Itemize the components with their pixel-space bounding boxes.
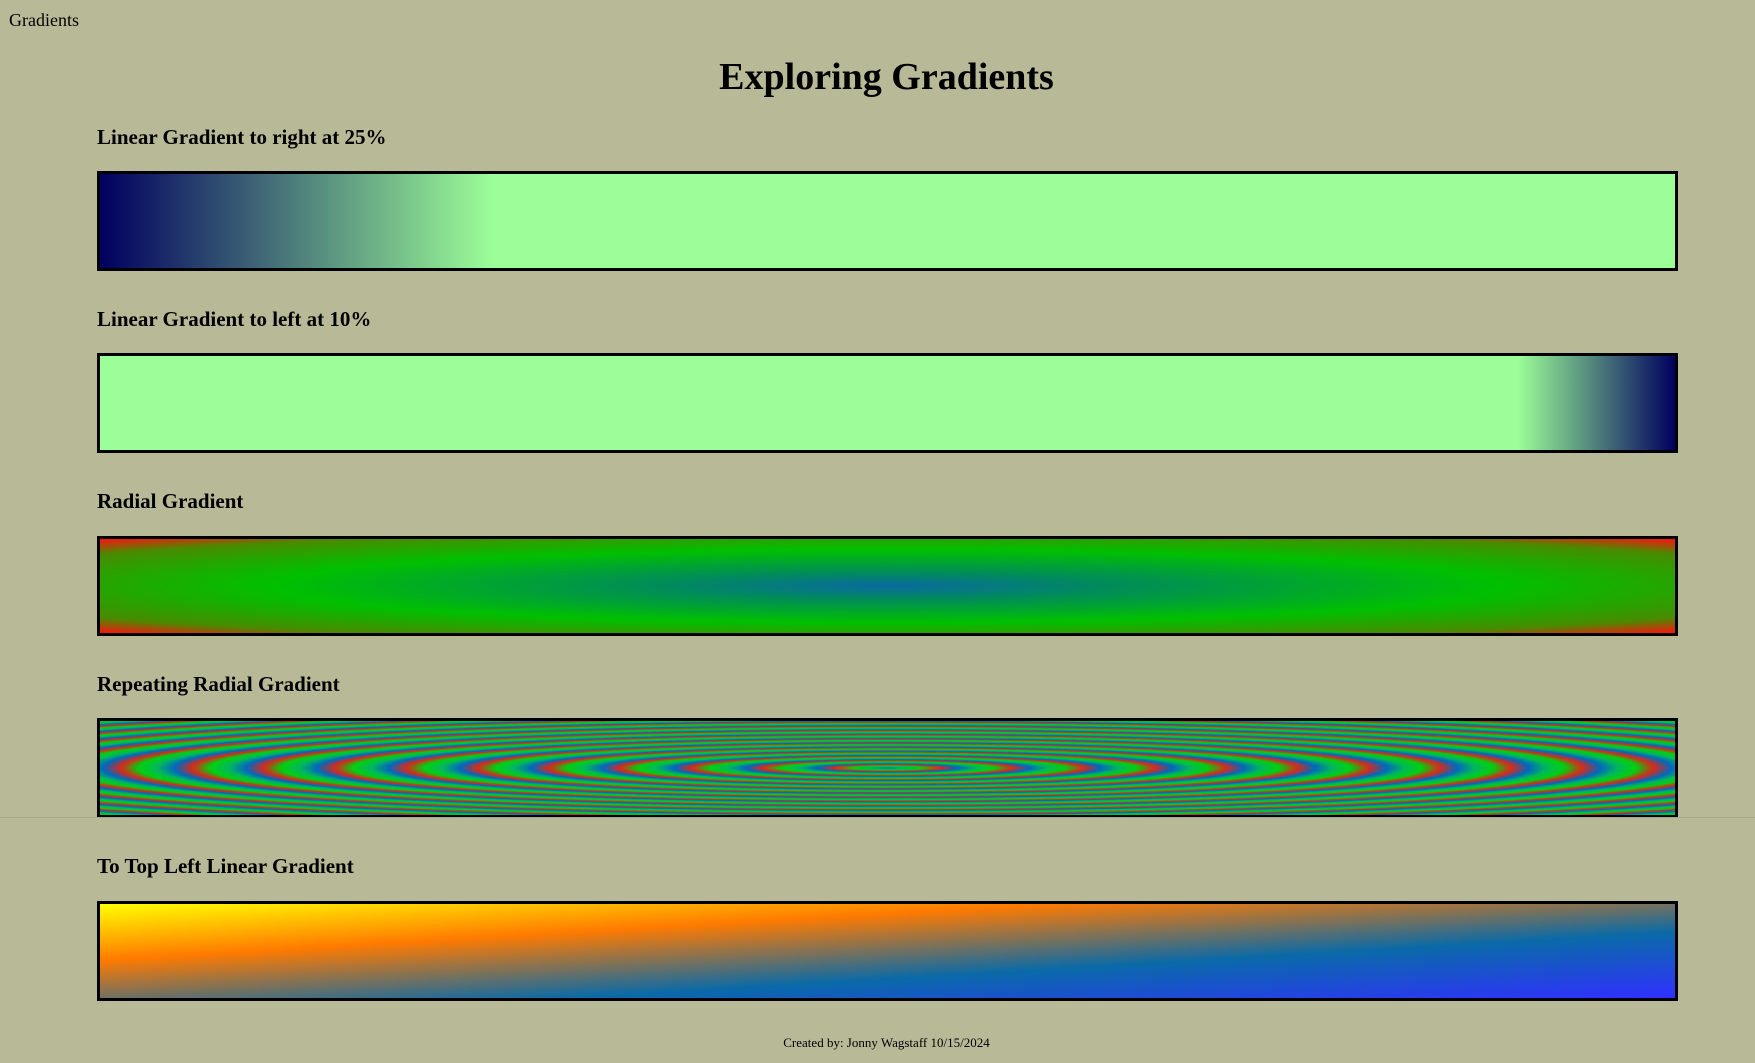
scroll-divider xyxy=(0,817,1755,818)
footer-credit: Created by: Jonny Wagstaff 10/15/2024 xyxy=(783,1035,990,1050)
heading-linear-right: Linear Gradient to right at 25% xyxy=(97,125,387,149)
radial-gradient-box xyxy=(97,536,1678,636)
window-title: Gradients xyxy=(9,10,79,30)
heading-repeating-radial: Repeating Radial Gradient xyxy=(97,672,340,696)
heading-top-left-linear: To Top Left Linear Gradient xyxy=(97,854,354,878)
linear-gradient-left-box xyxy=(97,353,1678,453)
heading-linear-left: Linear Gradient to left at 10% xyxy=(97,307,372,331)
top-left-linear-gradient-box xyxy=(97,901,1678,1001)
page-title: Exploring Gradients xyxy=(719,56,1054,98)
repeating-radial-gradient-box xyxy=(97,718,1678,818)
heading-radial: Radial Gradient xyxy=(97,489,244,513)
linear-gradient-right-box xyxy=(97,171,1678,271)
